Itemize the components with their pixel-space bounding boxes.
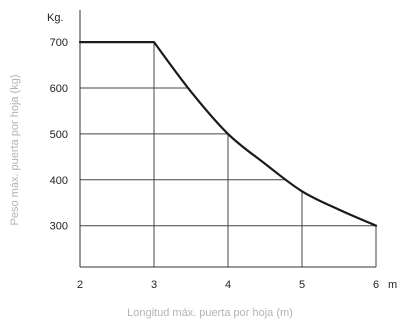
x-tick-label-3: 3 (151, 279, 157, 291)
y-tick-label-400: 400 (50, 175, 68, 187)
grid (80, 41, 377, 267)
y-tick-label-500: 500 (50, 129, 68, 141)
y-tick-label-600: 600 (50, 83, 68, 95)
y-tick-label-300: 300 (50, 221, 68, 233)
axes (79, 10, 376, 268)
series (78, 41, 378, 227)
x-unit-label: m (388, 279, 397, 291)
y-axis-title: Peso máx. puerta por hoja (kg) (9, 74, 21, 225)
x-tick-label-2: 2 (77, 279, 83, 291)
series-line (78, 41, 378, 227)
x-axis-title: Longitud máx. puerta por hoja (m) (127, 307, 293, 319)
x-tick-label-4: 4 (225, 279, 231, 291)
x-tick-label-5: 5 (299, 279, 305, 291)
y-unit-label: Kg. (47, 12, 64, 24)
y-tick-label-700: 700 (50, 37, 68, 49)
tick-labels: 300 400 500 600 700 2 3 4 5 6 (50, 37, 379, 291)
x-tick-label-6: 6 (373, 279, 379, 291)
